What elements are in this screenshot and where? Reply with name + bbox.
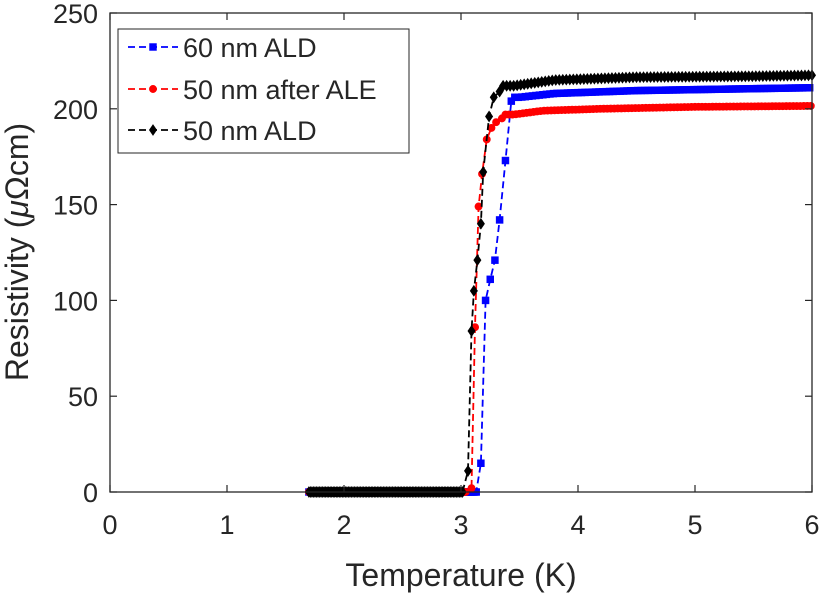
legend-marker bbox=[148, 124, 158, 136]
data-point bbox=[479, 166, 488, 178]
legend-label: 50 nm ALD bbox=[183, 116, 317, 146]
y-axis-label-mu: μ bbox=[0, 200, 35, 219]
y-axis-label: Resistivity (μΩcm) bbox=[0, 123, 35, 381]
data-point bbox=[501, 156, 510, 165]
x-tick-label: 3 bbox=[453, 510, 468, 540]
data-point bbox=[467, 325, 476, 337]
legend: 60 nm ALD 50 nm after ALE 50 nm ALD bbox=[117, 28, 410, 154]
y-tick-label: 0 bbox=[83, 478, 98, 508]
data-point bbox=[464, 465, 473, 477]
data-point bbox=[476, 217, 485, 230]
data-point bbox=[805, 84, 814, 92]
legend-entries: 60 nm ALD 50 nm after ALE 50 nm ALD bbox=[128, 33, 377, 146]
data-point bbox=[469, 284, 478, 297]
legend-marker bbox=[149, 43, 157, 51]
data-point bbox=[485, 110, 494, 123]
y-tick-label: 250 bbox=[53, 0, 98, 29]
data-point bbox=[806, 101, 815, 110]
data-point bbox=[481, 296, 490, 305]
data-point bbox=[495, 216, 504, 224]
y-tick-label: 50 bbox=[68, 382, 98, 412]
axis-ticks: 0 1 2 3 4 5 6 0 50 100 150 200 250 bbox=[53, 0, 820, 540]
data-point bbox=[489, 91, 498, 104]
legend-label: 60 nm ALD bbox=[183, 33, 317, 63]
data-point bbox=[473, 254, 482, 267]
x-tick-label: 2 bbox=[336, 510, 351, 540]
legend-label: 50 nm after ALE bbox=[183, 75, 377, 105]
x-tick-label: 4 bbox=[570, 510, 585, 540]
y-tick-label: 100 bbox=[53, 286, 98, 316]
x-tick-label: 5 bbox=[687, 510, 702, 540]
x-axis-label: Temperature (K) bbox=[345, 557, 576, 593]
x-tick-label: 0 bbox=[102, 510, 117, 540]
y-tick-label: 200 bbox=[53, 95, 98, 125]
x-tick-label: 1 bbox=[219, 510, 234, 540]
y-axis-label-unit: Ωcm) bbox=[0, 123, 35, 200]
y-axis-label-main: Resistivity ( bbox=[0, 217, 35, 381]
legend-box bbox=[117, 28, 410, 154]
legend-marker bbox=[149, 85, 157, 93]
data-point bbox=[477, 459, 485, 468]
data-point bbox=[486, 275, 494, 284]
data-point bbox=[491, 256, 499, 264]
x-tick-label: 6 bbox=[804, 510, 819, 540]
y-tick-label: 150 bbox=[53, 191, 98, 221]
data-point bbox=[467, 484, 476, 493]
data-point bbox=[492, 118, 501, 127]
